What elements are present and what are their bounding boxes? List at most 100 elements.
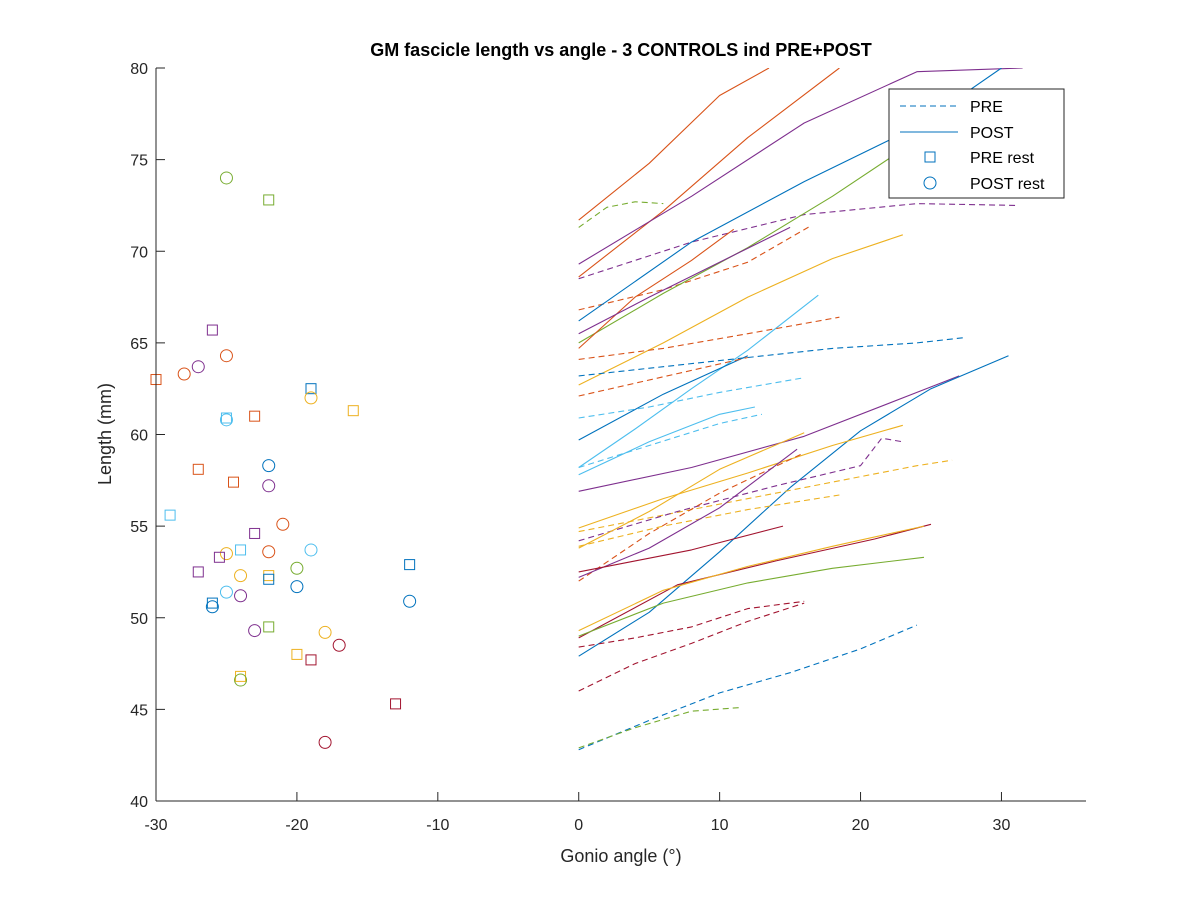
- rest-point-post-9: [304, 391, 318, 405]
- legend-item-post: POST: [900, 125, 1014, 142]
- y-tick-label: 50: [130, 611, 148, 628]
- series-line-36: [578, 706, 741, 749]
- rest-point-post-5: [177, 367, 191, 381]
- rest-point-pre-20: [249, 527, 261, 539]
- rest-point-post-45: [234, 673, 248, 687]
- axes-layer: -30 -20 -10 0 10 20 30 40 45 50 55 60 65 70 75 80: [130, 61, 1086, 834]
- y-tick-label: 70: [130, 244, 148, 261]
- legend-item-pre: PRE: [900, 99, 1003, 116]
- rest-point-post-24: [219, 547, 233, 561]
- rest-point-pre-38: [263, 621, 275, 633]
- rest-point-pre-43: [305, 654, 317, 666]
- x-tick-label: 10: [711, 817, 729, 834]
- rest-point-post-27: [290, 561, 304, 575]
- rest-point-post-40: [318, 625, 332, 639]
- x-tick-label: -10: [426, 817, 449, 834]
- series-line-35: [578, 624, 918, 751]
- rest-point-post-37: [205, 600, 219, 614]
- rest-point-post-17: [262, 479, 276, 493]
- series-line-14: [578, 316, 840, 360]
- series-line-11: [578, 226, 791, 335]
- legend-post-label: POST: [970, 125, 1014, 142]
- x-tick-label: 20: [852, 817, 870, 834]
- y-tick-label: 60: [130, 428, 148, 445]
- rest-point-pre-42: [291, 648, 303, 660]
- rest-point-post-39: [248, 624, 262, 638]
- series-line-1: [578, 68, 770, 221]
- legend-pre-label: PRE: [970, 99, 1003, 116]
- series-line-3: [578, 68, 1023, 265]
- rest-point-post-1: [219, 171, 233, 185]
- series-line-15: [578, 377, 805, 419]
- rest-point-pre-2: [263, 194, 275, 206]
- rest-point-post-14: [262, 459, 276, 473]
- rest-point-pre-3: [206, 324, 218, 336]
- legend-item-post-rest: POST rest: [923, 176, 1045, 193]
- y-axis-label: Length (mm): [95, 383, 115, 485]
- series-line-21: [578, 355, 1009, 657]
- rest-point-pre-31: [263, 573, 275, 585]
- rest-point-pre-46: [390, 698, 402, 710]
- x-tick-label: -30: [144, 817, 167, 834]
- rest-point-post-22: [304, 543, 318, 557]
- series-line-13: [578, 336, 967, 377]
- series-line-29: [578, 525, 784, 573]
- legend-pre-rest-swatch: [924, 151, 936, 163]
- legend-item-pre-rest: PRE rest: [924, 150, 1035, 167]
- rest-point-pre-10: [347, 405, 359, 417]
- rest-points-layer: [150, 171, 417, 749]
- rest-point-pre-28: [192, 566, 204, 578]
- series-line-27: [578, 494, 840, 547]
- series-line-16: [578, 355, 749, 441]
- rest-point-post-4: [219, 349, 233, 363]
- rest-point-post-19: [276, 517, 290, 531]
- series-line-26: [578, 452, 805, 582]
- y-tick-label: 80: [130, 61, 148, 78]
- rest-point-pre-18: [164, 509, 176, 521]
- series-line-18: [578, 406, 756, 476]
- rest-point-post-47: [318, 735, 332, 749]
- series-line-33: [578, 600, 805, 648]
- rest-point-post-23: [262, 545, 276, 559]
- chart-title: GM fascicle length vs angle - 3 CONTROLS…: [370, 40, 872, 60]
- legend-post-rest-label: POST rest: [970, 176, 1045, 193]
- plot-area: -30 -20 -10 0 10 20 30 40 45 50 55 60 65 70 75 80: [130, 61, 1086, 834]
- series-line-12: [578, 294, 819, 468]
- rest-point-post-33: [219, 585, 233, 599]
- y-tick-label: 55: [130, 519, 148, 536]
- series-line-5: [578, 203, 1016, 280]
- rest-point-pre-25: [213, 551, 225, 563]
- series-line-9: [578, 228, 735, 349]
- y-tick-label: 45: [130, 702, 148, 719]
- rest-point-pre-21: [235, 544, 247, 556]
- x-tick-label: 0: [574, 817, 583, 834]
- series-line-20: [578, 375, 960, 492]
- series-line-22: [578, 424, 903, 529]
- x-tick-label: 30: [993, 817, 1011, 834]
- rest-point-pre-8: [305, 383, 317, 395]
- series-line-6: [578, 225, 812, 311]
- y-tick-label: 75: [130, 153, 148, 170]
- y-tick-label: 65: [130, 336, 148, 353]
- series-line-17: [578, 356, 748, 397]
- rest-point-post-41: [332, 638, 346, 652]
- y-tick-label: 40: [130, 794, 148, 811]
- rest-point-pre-11: [249, 410, 261, 422]
- series-line-30: [578, 523, 932, 639]
- legend-pre-rest-label: PRE rest: [970, 150, 1035, 167]
- series-line-32: [578, 556, 925, 637]
- legend-post-rest-swatch: [923, 176, 937, 190]
- rest-point-pre-26: [404, 559, 416, 571]
- series-line-19: [578, 413, 763, 469]
- series-line-25: [578, 432, 805, 549]
- legend: PRE POST PRE rest POST rest: [888, 88, 1065, 199]
- series-line-28: [578, 448, 798, 578]
- series-line-8: [578, 153, 897, 344]
- legend-box: [888, 88, 1065, 199]
- rest-point-post-6: [191, 360, 205, 374]
- series-line-24: [578, 437, 903, 542]
- rest-point-post-35: [403, 594, 417, 608]
- rest-point-pre-16: [228, 476, 239, 488]
- rest-point-pre-12: [220, 412, 232, 424]
